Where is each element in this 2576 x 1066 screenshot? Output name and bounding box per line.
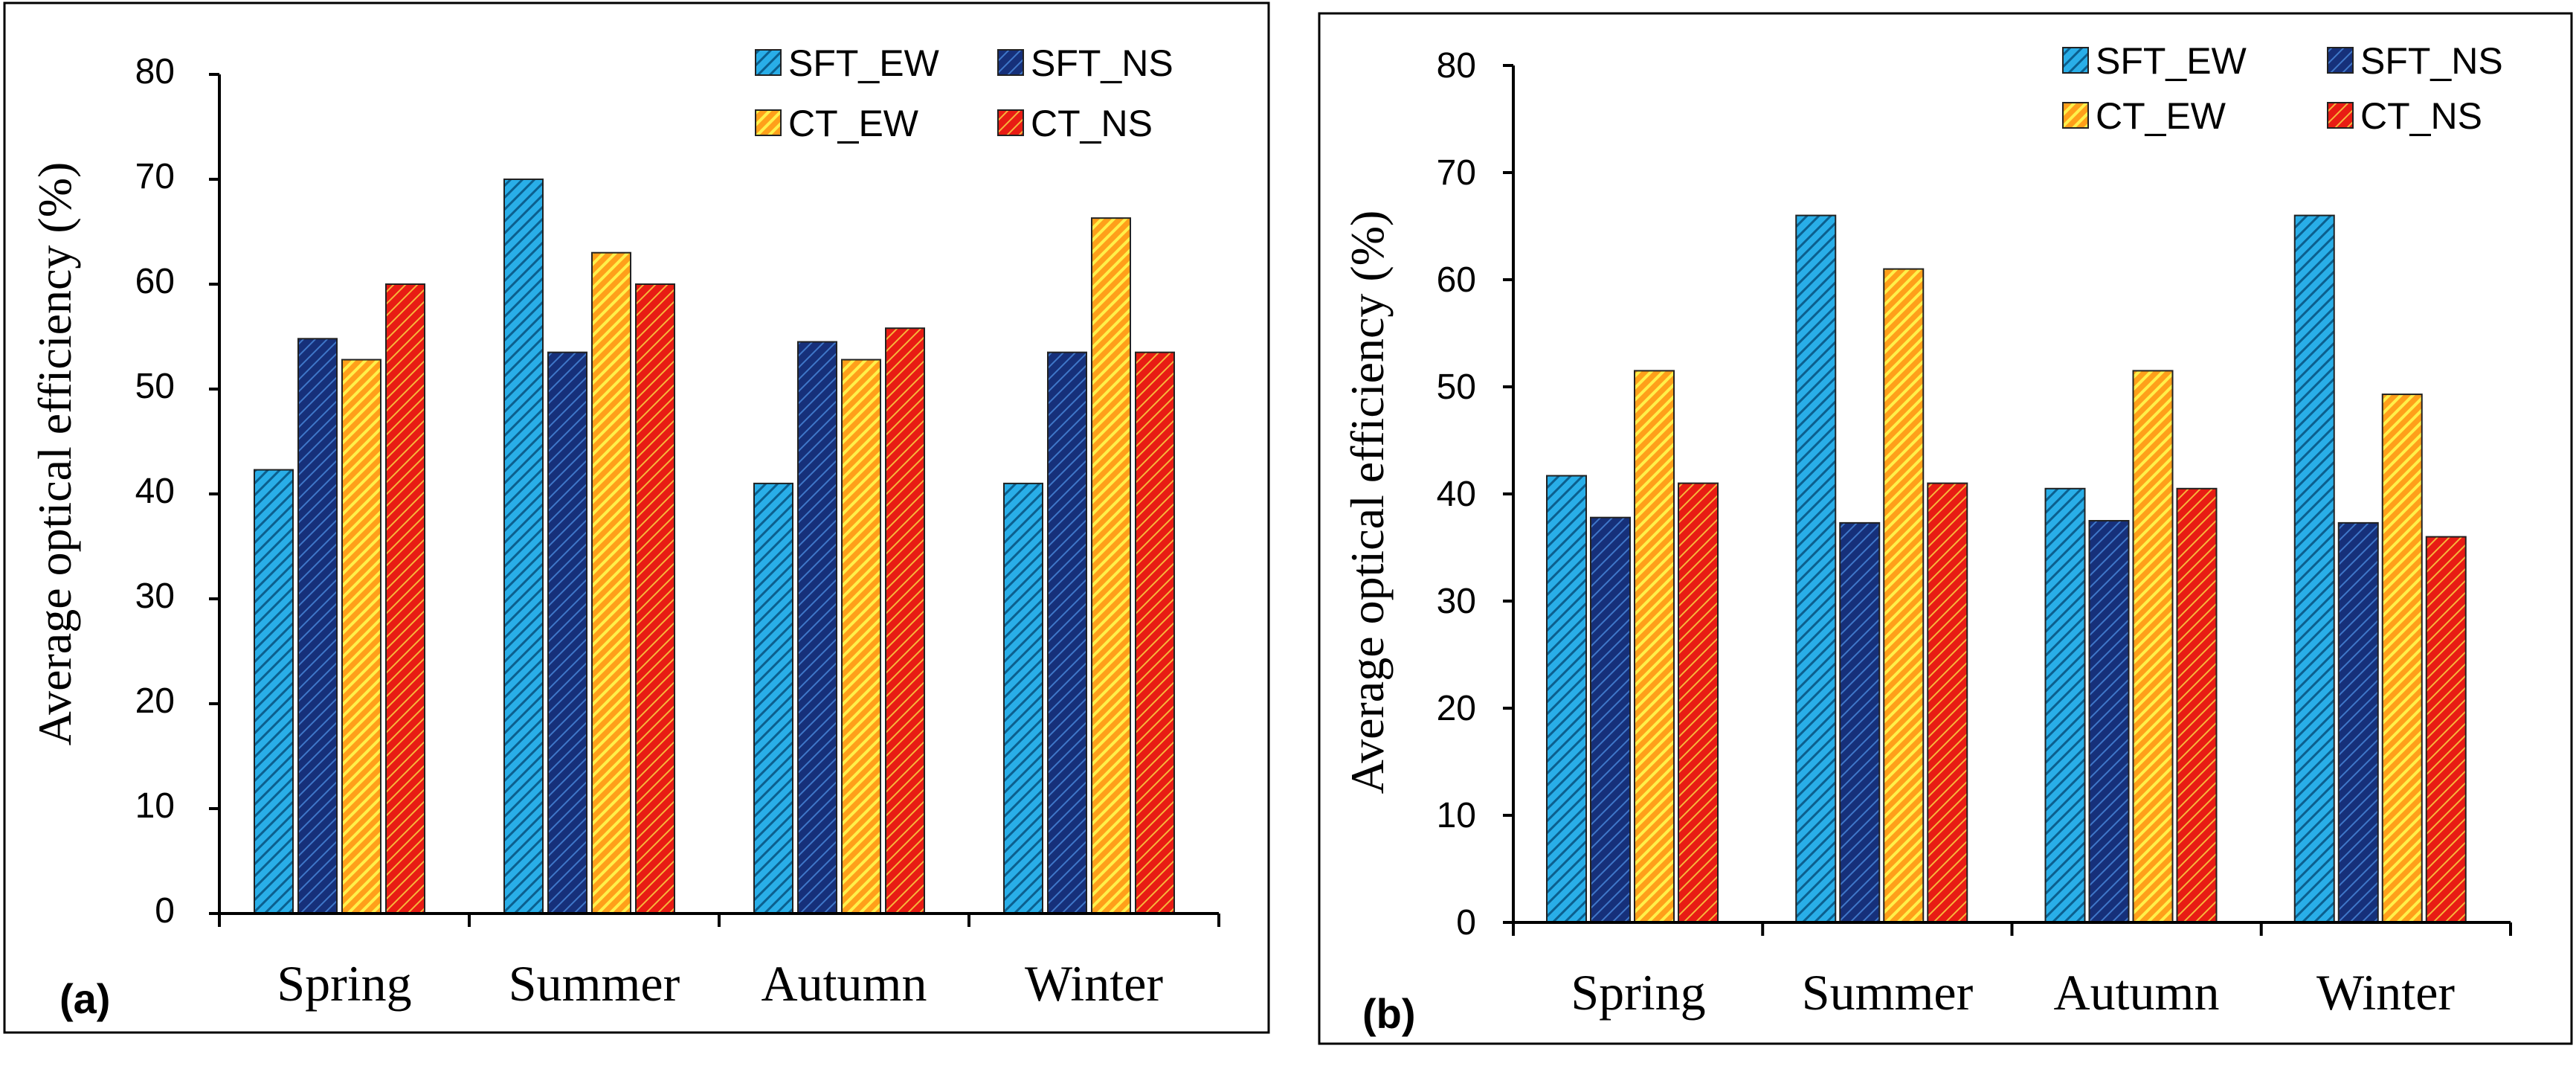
panel-a-label: (a) (59, 975, 110, 1022)
panel-a-legend-label-ct-ns: CT_NS (1031, 103, 1153, 144)
panel-a-bar-sft-ns-autumn (797, 341, 837, 914)
panel-b-legend-swatch-ct-ew (2062, 102, 2089, 129)
panel-a-bar-sft-ns-summer (547, 351, 587, 914)
panel-a-bar-ct-ew-winter (1091, 217, 1131, 915)
panel-b-y-tick-80: 80 (1437, 46, 1476, 86)
panel-b-y-tick-0: 0 (1456, 903, 1476, 943)
panel-b-bar-sft-ew-autumn (2044, 487, 2086, 923)
panel-a-legend-swatch-ct-ns (997, 109, 1024, 136)
panel-b-legend-swatch-sft-ew (2062, 47, 2089, 74)
panel-b-bar-sft-ew-spring (1546, 475, 1587, 923)
panel-a-category-winter: Winter (1025, 955, 1163, 1012)
panel-a-bars (254, 179, 1175, 915)
panel-b-label: (b) (1362, 990, 1416, 1037)
panel-b-bar-ct-ns-summer (1927, 482, 1968, 923)
panel-b-category-winter: Winter (2316, 964, 2455, 1021)
panel-a-bar-ct-ns-spring (385, 283, 425, 914)
panel-a-bar-sft-ew-autumn (753, 482, 793, 914)
panel-a-legend-label-sft-ew: SFT_EW (788, 42, 940, 84)
panel-b-bars (1546, 214, 2467, 924)
panel-b-legend-label-sft-ew: SFT_EW (2096, 40, 2247, 82)
panel-b-category-labels: Spring Summer Autumn Winter (1571, 964, 2455, 1021)
panel-b-legend-label-ct-ns: CT_NS (2360, 95, 2482, 137)
panel-a-bar-sft-ew-summer (503, 179, 544, 914)
panel-b-bar-ct-ew-winter (2381, 394, 2423, 923)
panel-b-bar-sft-ew-summer (1795, 214, 1837, 924)
panel-b-legend: SFT_EW SFT_NS CT_EW CT_NS (2062, 40, 2503, 137)
panel-b-y-tick-70: 70 (1437, 153, 1476, 193)
panel-b-category-spring: Spring (1571, 964, 1705, 1021)
panel-a-bar-sft-ew-spring (254, 469, 294, 914)
panel-a-y-tick-40: 40 (135, 472, 175, 511)
panel-b-bar-ct-ns-autumn (2176, 487, 2218, 923)
panel-b-bar-sft-ns-spring (1590, 516, 1631, 923)
panel-a-legend-swatch-sft-ns (997, 49, 1024, 76)
panel-b-legend-swatch-ct-ns (2327, 102, 2354, 129)
panel-b-y-tick-50: 50 (1437, 367, 1476, 407)
panel-a-bar-sft-ns-winter (1047, 351, 1087, 914)
panel-a-axes (209, 73, 1220, 927)
panel-b-axes (1503, 64, 2512, 936)
panel-b-y-tick-20: 20 (1437, 689, 1476, 728)
panel-a-legend: SFT_EW SFT_NS CT_EW CT_NS (755, 42, 1173, 144)
panel-b-bar-ct-ew-summer (1883, 268, 1925, 924)
panel-a-bar-ct-ew-summer (591, 251, 631, 914)
panel-a: Average optical efficiency (%) 0 10 20 3… (3, 1, 1270, 1034)
panel-a-y-tick-0: 0 (155, 891, 175, 931)
panel-a-y-tick-labels: 0 10 20 30 40 50 60 70 80 (135, 52, 175, 931)
panel-b-y-tick-10: 10 (1437, 796, 1476, 835)
panel-a-category-summer: Summer (509, 955, 680, 1012)
panel-a-bar-sft-ew-winter (1003, 482, 1043, 914)
panel-a-legend-label-sft-ns: SFT_NS (1031, 42, 1173, 84)
panel-a-bar-ct-ns-autumn (885, 327, 925, 915)
panel-b-legend-label-sft-ns: SFT_NS (2360, 40, 2503, 82)
panel-a-bar-ct-ns-winter (1135, 351, 1175, 914)
panel-b-bar-ct-ew-spring (1634, 370, 1675, 923)
panel-a-category-spring: Spring (277, 955, 411, 1012)
panel-a-border (3, 1, 1270, 1034)
panel-b-y-tick-40: 40 (1437, 475, 1476, 514)
panel-a-category-autumn: Autumn (761, 955, 927, 1012)
panel-a-bar-ct-ns-summer (635, 283, 675, 914)
panel-b-category-autumn: Autumn (2054, 964, 2220, 1021)
panel-b-y-tick-labels: 0 10 20 30 40 50 60 70 80 (1437, 46, 1476, 943)
panel-a-y-tick-50: 50 (135, 367, 175, 406)
panel-a-y-tick-70: 70 (135, 157, 175, 196)
panel-a-legend-swatch-sft-ew (755, 49, 782, 76)
panel-a-category-labels: Spring Summer Autumn Winter (277, 955, 1163, 1012)
panel-a-ylabel: Average optical efficiency (%) (28, 162, 81, 746)
panel-b-legend-swatch-sft-ns (2327, 47, 2354, 74)
panel-a-bar-ct-ew-autumn (841, 359, 881, 914)
panel-a-bar-sft-ns-spring (297, 338, 338, 914)
panel-b-bar-sft-ns-winter (2337, 521, 2379, 923)
panel-b: Average optical efficiency (%) 0 10 20 3… (1318, 12, 2573, 1045)
panel-b-category-summer: Summer (1802, 964, 1974, 1021)
panel-b-bar-sft-ns-autumn (2088, 520, 2130, 923)
panel-b-bar-sft-ew-winter (2293, 214, 2335, 924)
panel-a-legend-swatch-ct-ew (755, 109, 782, 136)
panel-b-legend-label-ct-ew: CT_EW (2096, 95, 2226, 137)
panel-a-y-tick-20: 20 (135, 681, 175, 721)
panel-a-y-tick-60: 60 (135, 262, 175, 301)
panel-b-ylabel: Average optical efficiency (%) (1341, 211, 1394, 794)
panel-a-y-tick-30: 30 (135, 577, 175, 616)
panel-b-y-tick-30: 30 (1437, 582, 1476, 621)
panel-a-legend-label-ct-ew: CT_EW (788, 103, 919, 144)
panel-b-bar-sft-ns-summer (1839, 521, 1881, 923)
panel-a-y-tick-80: 80 (135, 52, 175, 91)
panel-b-bar-ct-ns-winter (2425, 536, 2467, 923)
panel-b-bar-ct-ew-autumn (2132, 370, 2174, 923)
panel-a-bar-ct-ew-spring (341, 359, 381, 914)
panel-b-border (1318, 12, 2573, 1045)
panel-a-y-tick-10: 10 (135, 786, 175, 826)
panel-b-y-tick-60: 60 (1437, 260, 1476, 300)
panel-b-bar-ct-ns-spring (1678, 482, 1719, 923)
